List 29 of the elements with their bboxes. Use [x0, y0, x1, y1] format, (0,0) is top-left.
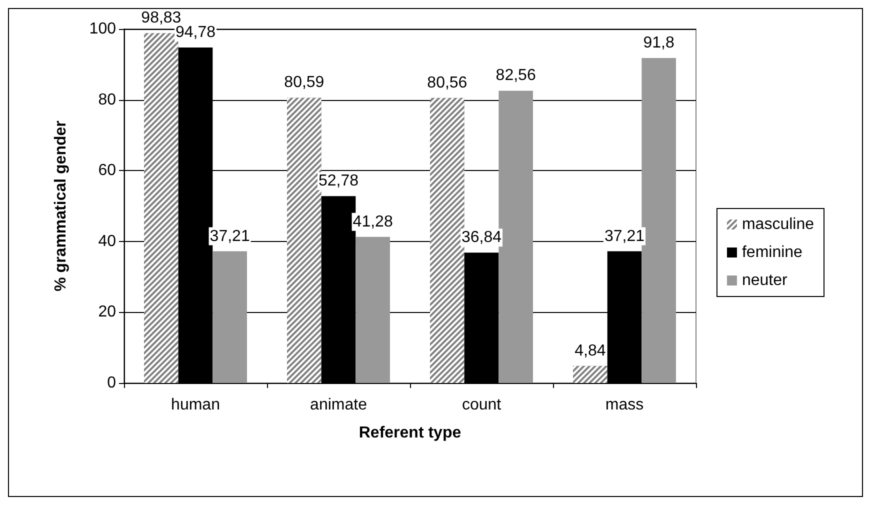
data-label: 91,8 — [643, 34, 674, 52]
data-label: 41,28 — [352, 213, 393, 230]
y-tick-label: 100 — [89, 20, 116, 38]
legend-label: neuter — [742, 272, 788, 289]
x-tick-label: mass — [605, 396, 644, 414]
data-label: 82,56 — [496, 67, 536, 84]
y-tick-label: 0 — [107, 374, 116, 392]
x-tick-label: animate — [310, 396, 368, 414]
data-label: 80,56 — [427, 74, 468, 92]
y-tick-label: 80 — [98, 91, 116, 108]
data-label: 37,21 — [210, 228, 250, 245]
bar — [212, 251, 247, 383]
x-tick-label: human — [171, 396, 220, 414]
data-label: 52,78 — [318, 172, 359, 190]
y-tick-label: 20 — [98, 304, 116, 321]
y-axis-title: % grammatical gender — [52, 120, 70, 292]
legend-label: feminine — [742, 244, 803, 261]
x-axis-title: Referent type — [358, 424, 462, 442]
y-tick-label: 40 — [98, 232, 116, 250]
data-label: 4,84 — [574, 342, 606, 360]
x-tick-label: count — [462, 396, 502, 414]
data-label: 36,84 — [461, 229, 502, 246]
data-label: 37,21 — [604, 228, 645, 245]
y-tick-label: 60 — [98, 162, 116, 180]
legend-label: masculine — [742, 216, 814, 233]
bar — [464, 252, 499, 383]
data-label: 94,78 — [175, 24, 216, 41]
bar — [356, 236, 390, 383]
data-label: 80,59 — [284, 74, 324, 92]
